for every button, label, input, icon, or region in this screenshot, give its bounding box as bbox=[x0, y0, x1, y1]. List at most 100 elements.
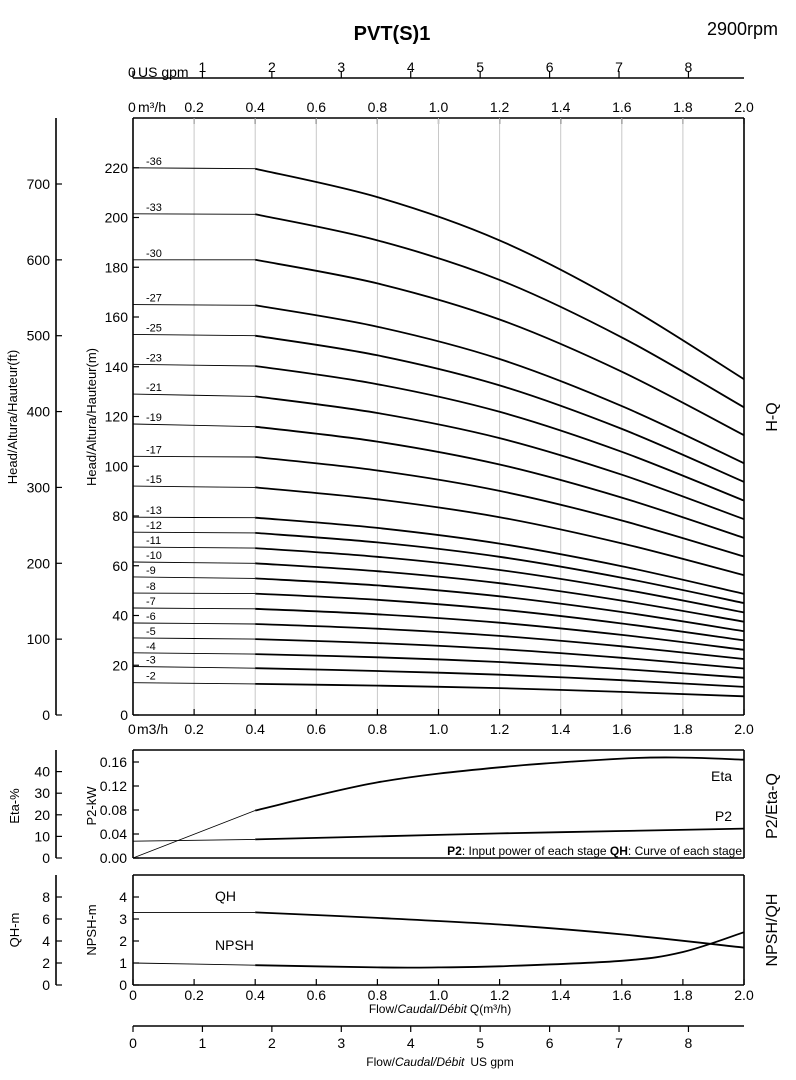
bottom-usgpm-tick-label: 4 bbox=[407, 1035, 415, 1051]
head-curve bbox=[255, 547, 745, 614]
stage-label: -5 bbox=[146, 626, 156, 638]
qh-tick-label: 4 bbox=[42, 933, 50, 949]
head-x-tick-label: 1.6 bbox=[612, 721, 632, 737]
top-usgpm-tick-label: 6 bbox=[546, 59, 554, 75]
head-curve bbox=[255, 667, 745, 688]
head-curve-lowflow bbox=[132, 213, 256, 215]
head-chart: 0 20 40 60 80 100 120 140 160 180 200 220 -2 -3-4 -5 -… bbox=[84, 118, 781, 737]
p2-tick-label: 0.08 bbox=[100, 802, 127, 818]
head-x-tick-label: 1.0 bbox=[429, 721, 449, 737]
head-curve bbox=[255, 562, 745, 623]
head-curve bbox=[255, 395, 745, 521]
top-m3h-zero: 0 bbox=[128, 99, 136, 115]
qh-curve-label: QH bbox=[215, 888, 236, 904]
nq-x-tick-label: 0.8 bbox=[368, 987, 388, 1003]
flow-usgpm-unit: US gpm bbox=[470, 1055, 513, 1069]
top-usgpm-tick-label: 3 bbox=[337, 59, 345, 75]
head-m-tick-label: 160 bbox=[105, 309, 129, 325]
nq-x-tick-label: 0.4 bbox=[245, 987, 265, 1003]
head-curve bbox=[255, 258, 745, 436]
nq-x-tick-label: 1.8 bbox=[673, 987, 693, 1003]
bottom-usgpm-tick-label: 2 bbox=[268, 1035, 276, 1051]
head-curve-lowflow bbox=[132, 576, 256, 579]
head-curve bbox=[255, 425, 745, 539]
top-usgpm-tick-label: 1 bbox=[199, 59, 207, 75]
head-ft-tick-label: 100 bbox=[27, 631, 51, 647]
stage-label: -8 bbox=[146, 581, 156, 593]
eta-tick-label: 0 bbox=[42, 850, 50, 866]
p2-note-key: P2 bbox=[447, 844, 462, 858]
head-curve bbox=[255, 683, 745, 698]
head-m-tick-label: 80 bbox=[112, 508, 128, 524]
qh-axis-label: QH-m bbox=[7, 913, 22, 948]
head-x-tick-label: 1.2 bbox=[490, 721, 510, 737]
bottom-usgpm-tick-label: 7 bbox=[615, 1035, 623, 1051]
head-curve-lowflow bbox=[132, 561, 256, 564]
bottom-usgpm-tick-label: 0 bbox=[129, 1035, 137, 1051]
head-ft-tick-label: 400 bbox=[27, 404, 51, 420]
head-curve-lowflow bbox=[132, 423, 256, 428]
top-m3h-axis: 0 m³/h 0.2 0.4 0.6 0.8 1.0 1.2 1.4 1.6 1.8 2.0 bbox=[128, 99, 754, 124]
npsh-axis-label: NPSH-m bbox=[84, 904, 99, 955]
chart-title: PVT(S)1 bbox=[354, 23, 431, 45]
flow-usgpm-plain: Flow/ bbox=[366, 1055, 395, 1069]
top-usgpm-tick-label: 2 bbox=[268, 59, 276, 75]
head-curve bbox=[255, 592, 745, 642]
stage-label: -9 bbox=[146, 565, 156, 577]
head-curve bbox=[255, 516, 745, 595]
bottom-usgpm-tick-label: 3 bbox=[337, 1035, 345, 1051]
head-m-tick-label: 200 bbox=[105, 210, 129, 226]
stage-label: -13 bbox=[146, 505, 162, 517]
eta-tick-label: 20 bbox=[34, 807, 50, 823]
head-x-tick-label: 0.8 bbox=[368, 721, 388, 737]
nq-x-tick-label: 0 bbox=[129, 987, 137, 1003]
head-curve bbox=[255, 577, 745, 633]
head-curve-lowflow bbox=[132, 607, 256, 610]
npsh-tick-label: 2 bbox=[119, 933, 127, 949]
top-m3h-tick-label: 0.4 bbox=[245, 99, 265, 115]
head-curve bbox=[255, 304, 745, 465]
qh-note-key: QH bbox=[610, 844, 628, 858]
stage-label: -10 bbox=[146, 550, 162, 562]
head-curve-lowflow bbox=[132, 592, 256, 595]
bottom-usgpm-axis: 0 1 2 3 4 5 6 7 8 Flow/Caudal/Débit US gpm bbox=[129, 1025, 744, 1069]
head-x-tick-label: 0.4 bbox=[245, 721, 265, 737]
bottom-usgpm-tick-label: 1 bbox=[199, 1035, 207, 1051]
p2-curve-label: P2 bbox=[715, 808, 732, 824]
head-curve bbox=[255, 623, 745, 660]
pe-side-label: P2/Eta-Q bbox=[764, 773, 781, 839]
head-curve-lowflow bbox=[132, 637, 256, 640]
top-m3h-unit: m³/h bbox=[138, 99, 166, 115]
head-curve bbox=[255, 334, 745, 483]
power-efficiency-chart: 0 10 20 30 40 0.00 0.04 0.08 0.12 0.16 Eta P2 Eta-… bbox=[7, 749, 781, 866]
p2-tick-label: 0.00 bbox=[100, 850, 127, 866]
eta-curve-label: Eta bbox=[711, 768, 732, 784]
nq-x-tick-label: 2.0 bbox=[734, 987, 754, 1003]
top-m3h-tick-label: 1.4 bbox=[551, 99, 571, 115]
head-x-tick-label: 2.0 bbox=[734, 721, 754, 737]
head-m-tick-label: 100 bbox=[105, 458, 129, 474]
head-curve bbox=[255, 607, 745, 651]
stage-label: -3 bbox=[146, 654, 156, 666]
speed-label: 2900rpm bbox=[707, 19, 778, 39]
stage-label: -36 bbox=[146, 156, 162, 168]
head-ft-tick-label: 700 bbox=[27, 176, 51, 192]
head-x-tick-label: 0.6 bbox=[307, 721, 327, 737]
p2-curve bbox=[255, 827, 745, 841]
head-x-tick-label: 1.4 bbox=[551, 721, 571, 737]
nq-x-tick-label: 1.6 bbox=[612, 987, 632, 1003]
stage-label: -19 bbox=[146, 412, 162, 424]
head-ft-tick-label: 200 bbox=[27, 555, 51, 571]
npsh-curve-label: NPSH bbox=[215, 937, 254, 953]
top-m3h-tick-label: 0.8 bbox=[368, 99, 388, 115]
top-m3h-tick-label: 1.0 bbox=[429, 99, 449, 115]
head-curve bbox=[255, 653, 745, 679]
p2-note: P2: Input power of each stage QH: Curve … bbox=[447, 844, 742, 858]
eta-tick-label: 40 bbox=[34, 764, 50, 780]
head-m-tick-label: 40 bbox=[112, 608, 128, 624]
head-m-tick-label: 220 bbox=[105, 160, 129, 176]
nq-x-tick-label: 0.2 bbox=[184, 987, 204, 1003]
stage-label: -7 bbox=[146, 596, 156, 608]
head-curve-lowflow bbox=[132, 455, 256, 458]
head-curve bbox=[255, 638, 745, 670]
